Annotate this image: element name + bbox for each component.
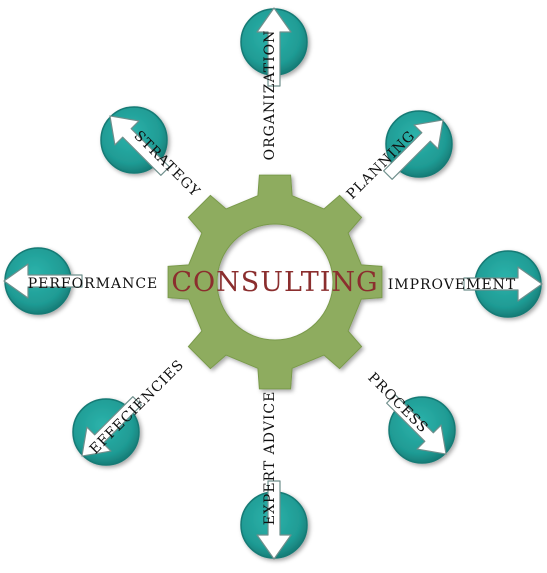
arrow-icon <box>3 263 83 299</box>
spoke-strategy: STRATEGY <box>100 106 203 200</box>
spoke-expert-advice: EXPERT ADVICE <box>240 391 308 560</box>
spoke-process: PROCESS <box>364 370 456 464</box>
arrow-icon <box>256 480 292 560</box>
arrow-icon <box>109 115 170 176</box>
center-label: CONSULTING <box>171 267 378 298</box>
spoke-label-expert-advice: EXPERT ADVICE <box>262 391 278 526</box>
arrow-icon <box>386 394 447 455</box>
spoke-improvement: IMPROVEMENT <box>388 250 543 318</box>
gear-shape <box>167 174 383 390</box>
spoke-label-organization: ORGANIZATION <box>262 30 278 161</box>
spoke-label-performance: PERFORMANCE <box>28 276 159 292</box>
spoke-effeciencies: EFFECIENCIES <box>72 357 188 466</box>
spoke-label-improvement: IMPROVEMENT <box>388 277 517 293</box>
arrow-icon <box>383 119 444 180</box>
arrow-icon <box>81 396 142 457</box>
spoke-planning: PLANNING <box>344 110 453 203</box>
arrow-icon <box>256 7 292 87</box>
spoke-organization: ORGANIZATION <box>240 7 308 161</box>
spoke-performance: PERFORMANCE <box>3 247 159 315</box>
arrow-icon <box>463 266 543 302</box>
